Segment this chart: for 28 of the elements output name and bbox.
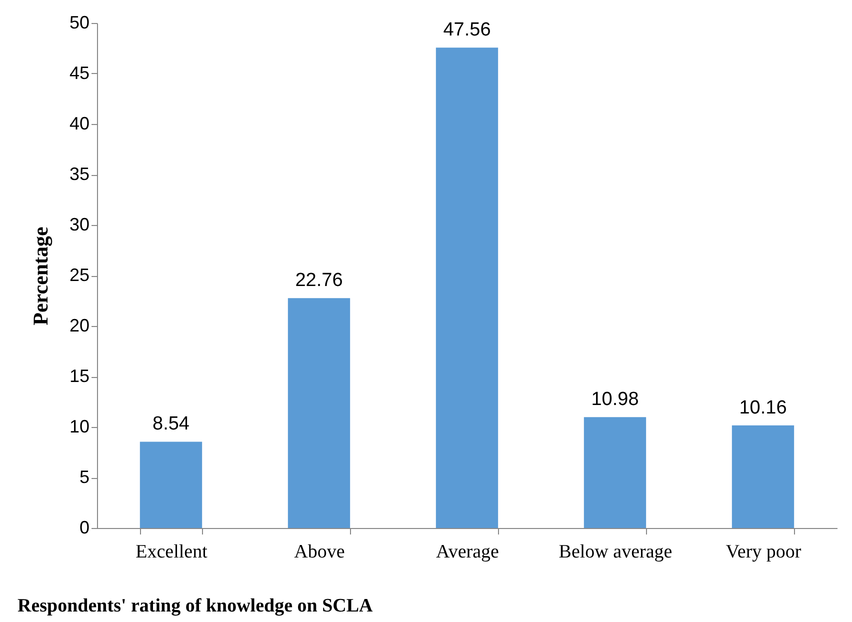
data-label: 10.98 [591,389,639,410]
y-tick-label: 45 [69,63,90,83]
y-tick-label: 35 [69,164,90,184]
data-label: 22.76 [295,270,343,292]
y-tick-label: 20 [69,316,90,336]
bar [732,425,794,528]
y-tick-label: 40 [69,114,90,134]
data-label: 8.54 [152,414,190,435]
x-tick-label: Above [294,542,345,562]
x-tick-label: Average [436,542,499,562]
y-tick-label: 30 [69,214,90,234]
data-label: 47.56 [443,20,491,41]
y-tick-label: 50 [69,12,90,32]
x-axis-title: Respondents' rating of knowledge on SCLA [18,596,374,616]
bar [140,442,202,528]
x-tick-label: Excellent [136,542,208,562]
y-tick-label: 0 [79,518,90,538]
bar [436,48,498,528]
bar [288,298,350,528]
bar [584,417,646,528]
y-tick-label: 5 [79,467,90,487]
data-label: 10.16 [739,397,787,418]
y-tick-label: 10 [69,416,90,436]
x-tick-label: Below average [558,542,672,562]
y-tick-label: 15 [69,366,90,386]
y-tick-label: 25 [69,265,90,285]
y-axis-title: Percentage [28,226,52,326]
x-tick-label: Very poor [726,542,802,562]
